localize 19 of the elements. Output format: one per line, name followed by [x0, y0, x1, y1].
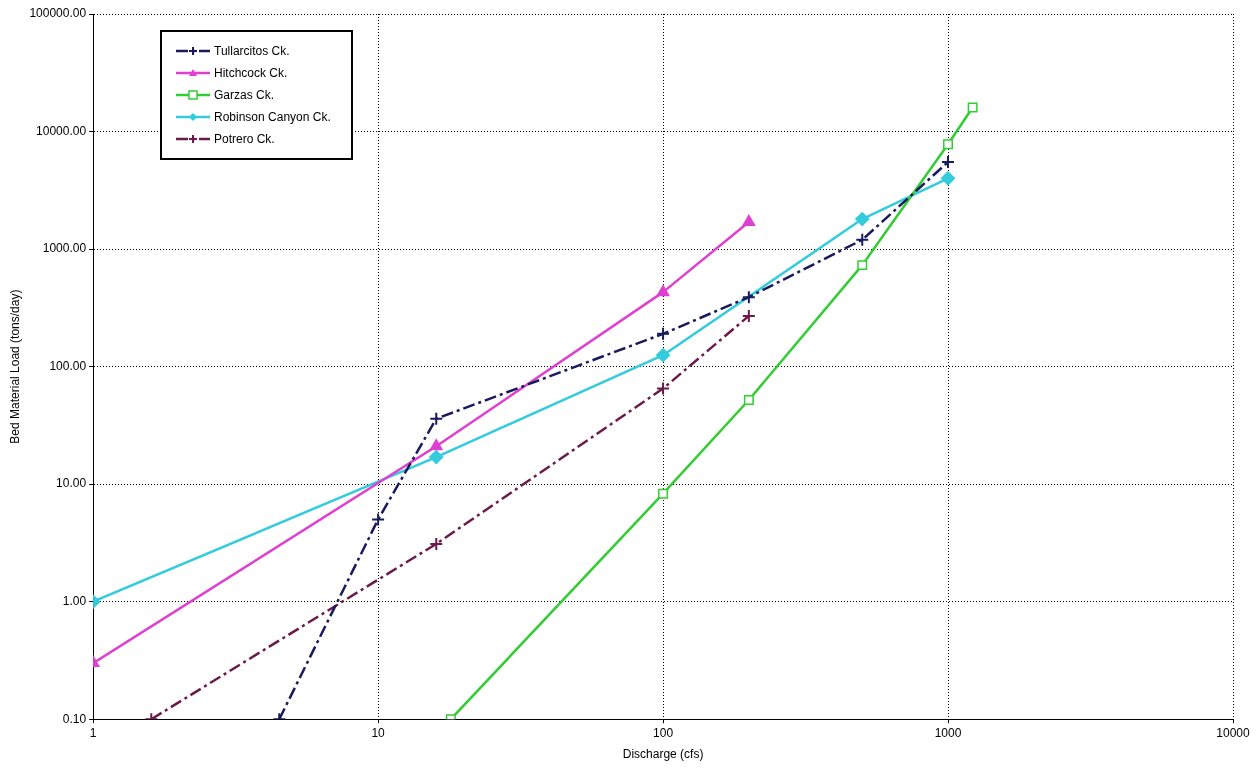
- x-tick-label: 10: [371, 725, 386, 740]
- y-tick-label: 10.00: [56, 476, 87, 491]
- x-tick-label: 10000: [1216, 725, 1251, 740]
- legend-label: Hitchcock Ck.: [214, 66, 288, 80]
- legend-label: Potrero Ck.: [214, 132, 275, 146]
- y-tick-label: 1.00: [62, 593, 87, 608]
- legend-label: Garzas Ck.: [214, 88, 275, 102]
- y-tick-label: 0.10: [62, 711, 87, 726]
- y-tick-label: 100.00: [49, 358, 87, 373]
- y-tick-label: 10000.00: [36, 123, 87, 138]
- legend-label: Tullarcitos Ck.: [214, 44, 290, 58]
- y-tick-label: 1000.00: [42, 241, 87, 256]
- x-tick-label: 1000: [934, 725, 962, 740]
- x-tick-label: 100: [653, 725, 674, 740]
- x-axis-title: Discharge (cfs): [622, 747, 704, 762]
- legend-label: Robinson Canyon Ck.: [214, 110, 331, 124]
- y-axis-title: Bed Material Load (tons/day): [7, 289, 22, 444]
- x-tick-label: 1: [89, 725, 97, 740]
- y-tick-label: 100000.00: [29, 6, 87, 21]
